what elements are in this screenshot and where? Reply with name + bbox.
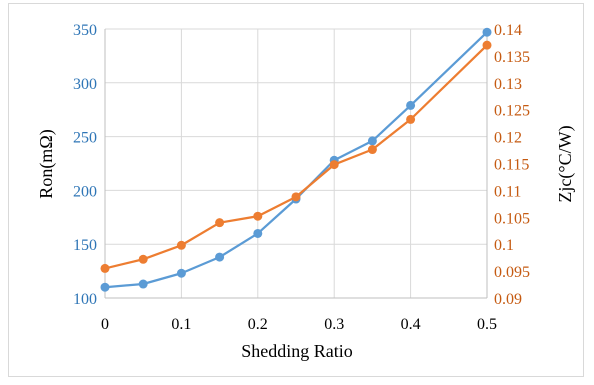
x-tick-label: 0.1 [171, 316, 191, 333]
y-right-axis-title: Zjc(°C/W) [555, 125, 576, 202]
y-right-tick-label: 0.135 [494, 49, 530, 66]
x-tick-label: 0 [101, 316, 109, 333]
series-1-point [253, 228, 263, 238]
series-2-point [138, 254, 148, 264]
tick-labels: 0 0.1 0.2 0.3 0.4 0.5 100 150 200 250 300 350 0.09 0.… [73, 22, 530, 333]
y-right-tick-label: 0.105 [494, 210, 530, 227]
series-2-point [100, 263, 110, 273]
y-right-tick-label: 0.115 [494, 157, 529, 174]
series-line-1 [104, 31, 488, 289]
series-1-point [138, 279, 148, 289]
y-left-tick-label: 150 [73, 237, 97, 254]
series-2-point [253, 211, 263, 221]
series-2-point [215, 218, 225, 228]
y-right-tick-label: 0.11 [494, 183, 521, 200]
y-left-axis-title: Ron(mΩ) [36, 129, 57, 198]
series-2-point [406, 114, 416, 124]
y-right-tick-label: 0.12 [494, 130, 522, 147]
series-1-point [215, 252, 225, 262]
y-left-tick-label: 300 [73, 76, 97, 93]
y-right-tick-label: 0.09 [494, 291, 522, 308]
grid [104, 28, 488, 299]
series-1-point [406, 100, 416, 110]
series-2-point [291, 192, 301, 202]
y-right-tick-label: 0.1 [494, 237, 514, 254]
series-2-point [367, 145, 377, 155]
y-right-tick-label: 0.125 [494, 103, 530, 120]
series-2-point [482, 40, 492, 50]
series-1-point [482, 27, 492, 37]
y-left-tick-label: 100 [73, 291, 97, 308]
series-1-point [100, 282, 110, 292]
axes [104, 29, 488, 299]
x-tick-label: 0.5 [477, 316, 497, 333]
series-1-point [176, 268, 186, 278]
x-tick-label: 0.4 [401, 316, 421, 333]
y-left-tick-label: 250 [73, 130, 97, 147]
series-layer [100, 27, 492, 292]
y-right-tick-label: 0.13 [494, 76, 522, 93]
x-tick-label: 0.3 [324, 316, 344, 333]
y-right-tick-label: 0.14 [494, 22, 522, 39]
series-2-point [176, 240, 186, 250]
y-left-tick-label: 200 [73, 183, 97, 200]
series-2-point [329, 160, 339, 170]
series-1-point [367, 136, 377, 146]
y-left-tick-label: 350 [73, 22, 97, 39]
series-line-2 [104, 44, 488, 270]
y-right-tick-label: 0.095 [494, 264, 530, 281]
x-axis-title: Shedding Ratio [241, 341, 353, 361]
x-tick-label: 0.2 [248, 316, 268, 333]
